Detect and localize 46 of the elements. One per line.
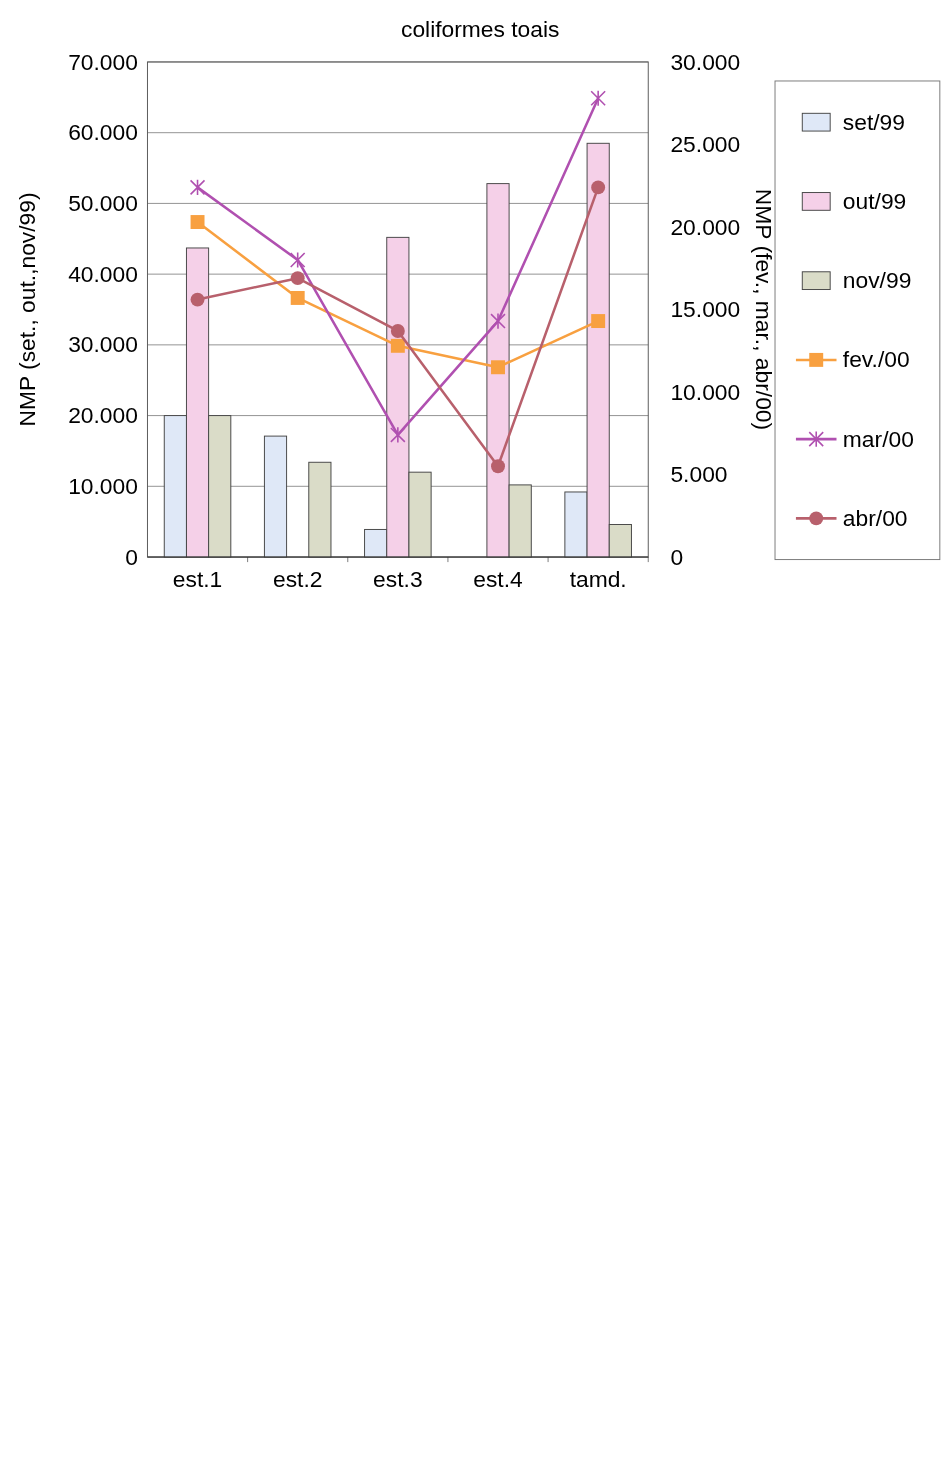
point [390,426,406,444]
y2-axis-title: NMP (fev., mar., abr/00) [751,188,777,431]
y2-tick-label: 5.000 [670,461,728,488]
point [491,360,505,375]
y-tick-label: 70.000 [68,48,138,75]
x-tick-label: est.1 [172,566,223,593]
legend-label: mar/00 [842,425,914,452]
bar [263,435,288,558]
point [591,314,606,329]
y-tick-label: 0 [125,543,138,570]
point [490,312,506,330]
y-tick-label: 50.000 [68,190,138,217]
bar [308,461,332,558]
y-tick-label: 30.000 [68,331,138,358]
point [491,459,505,474]
legend-label: nov/99 [842,267,912,294]
legend-label: abr/00 [842,504,908,531]
x-tick-label: tamd. [569,566,627,593]
x-tick-label: est.3 [373,566,423,593]
chart-title: coliformes toais [401,15,560,42]
point [590,89,606,107]
x-tick-label: est.2 [272,566,323,593]
y2-tick-label: 25.000 [670,131,741,158]
y-tick-label: 10.000 [68,472,138,499]
y2-tick-label: 20.000 [670,213,741,240]
x-tick-label: est.4 [473,566,524,593]
point [290,271,305,286]
legend-label: out/99 [842,188,907,215]
point [190,292,205,307]
y-tick-label: 20.000 [68,402,138,429]
point [390,338,405,353]
y2-tick-label: 15.000 [670,296,741,323]
point [390,323,405,338]
y2-tick-label: 10.000 [670,378,741,405]
y2-tick-label: 30.000 [670,48,741,75]
y2-tick-label: 0 [670,543,684,570]
y-tick-label: 40.000 [68,260,138,287]
point [190,215,205,230]
y-axis-title: NMP (set., out.,nov/99) [13,192,40,427]
point [290,290,305,305]
legend-label: set/99 [842,108,905,135]
point [189,178,206,196]
legend-label: fev./00 [842,346,910,373]
point [591,180,606,195]
point [289,251,306,269]
y-tick-label: 60.000 [68,119,138,146]
